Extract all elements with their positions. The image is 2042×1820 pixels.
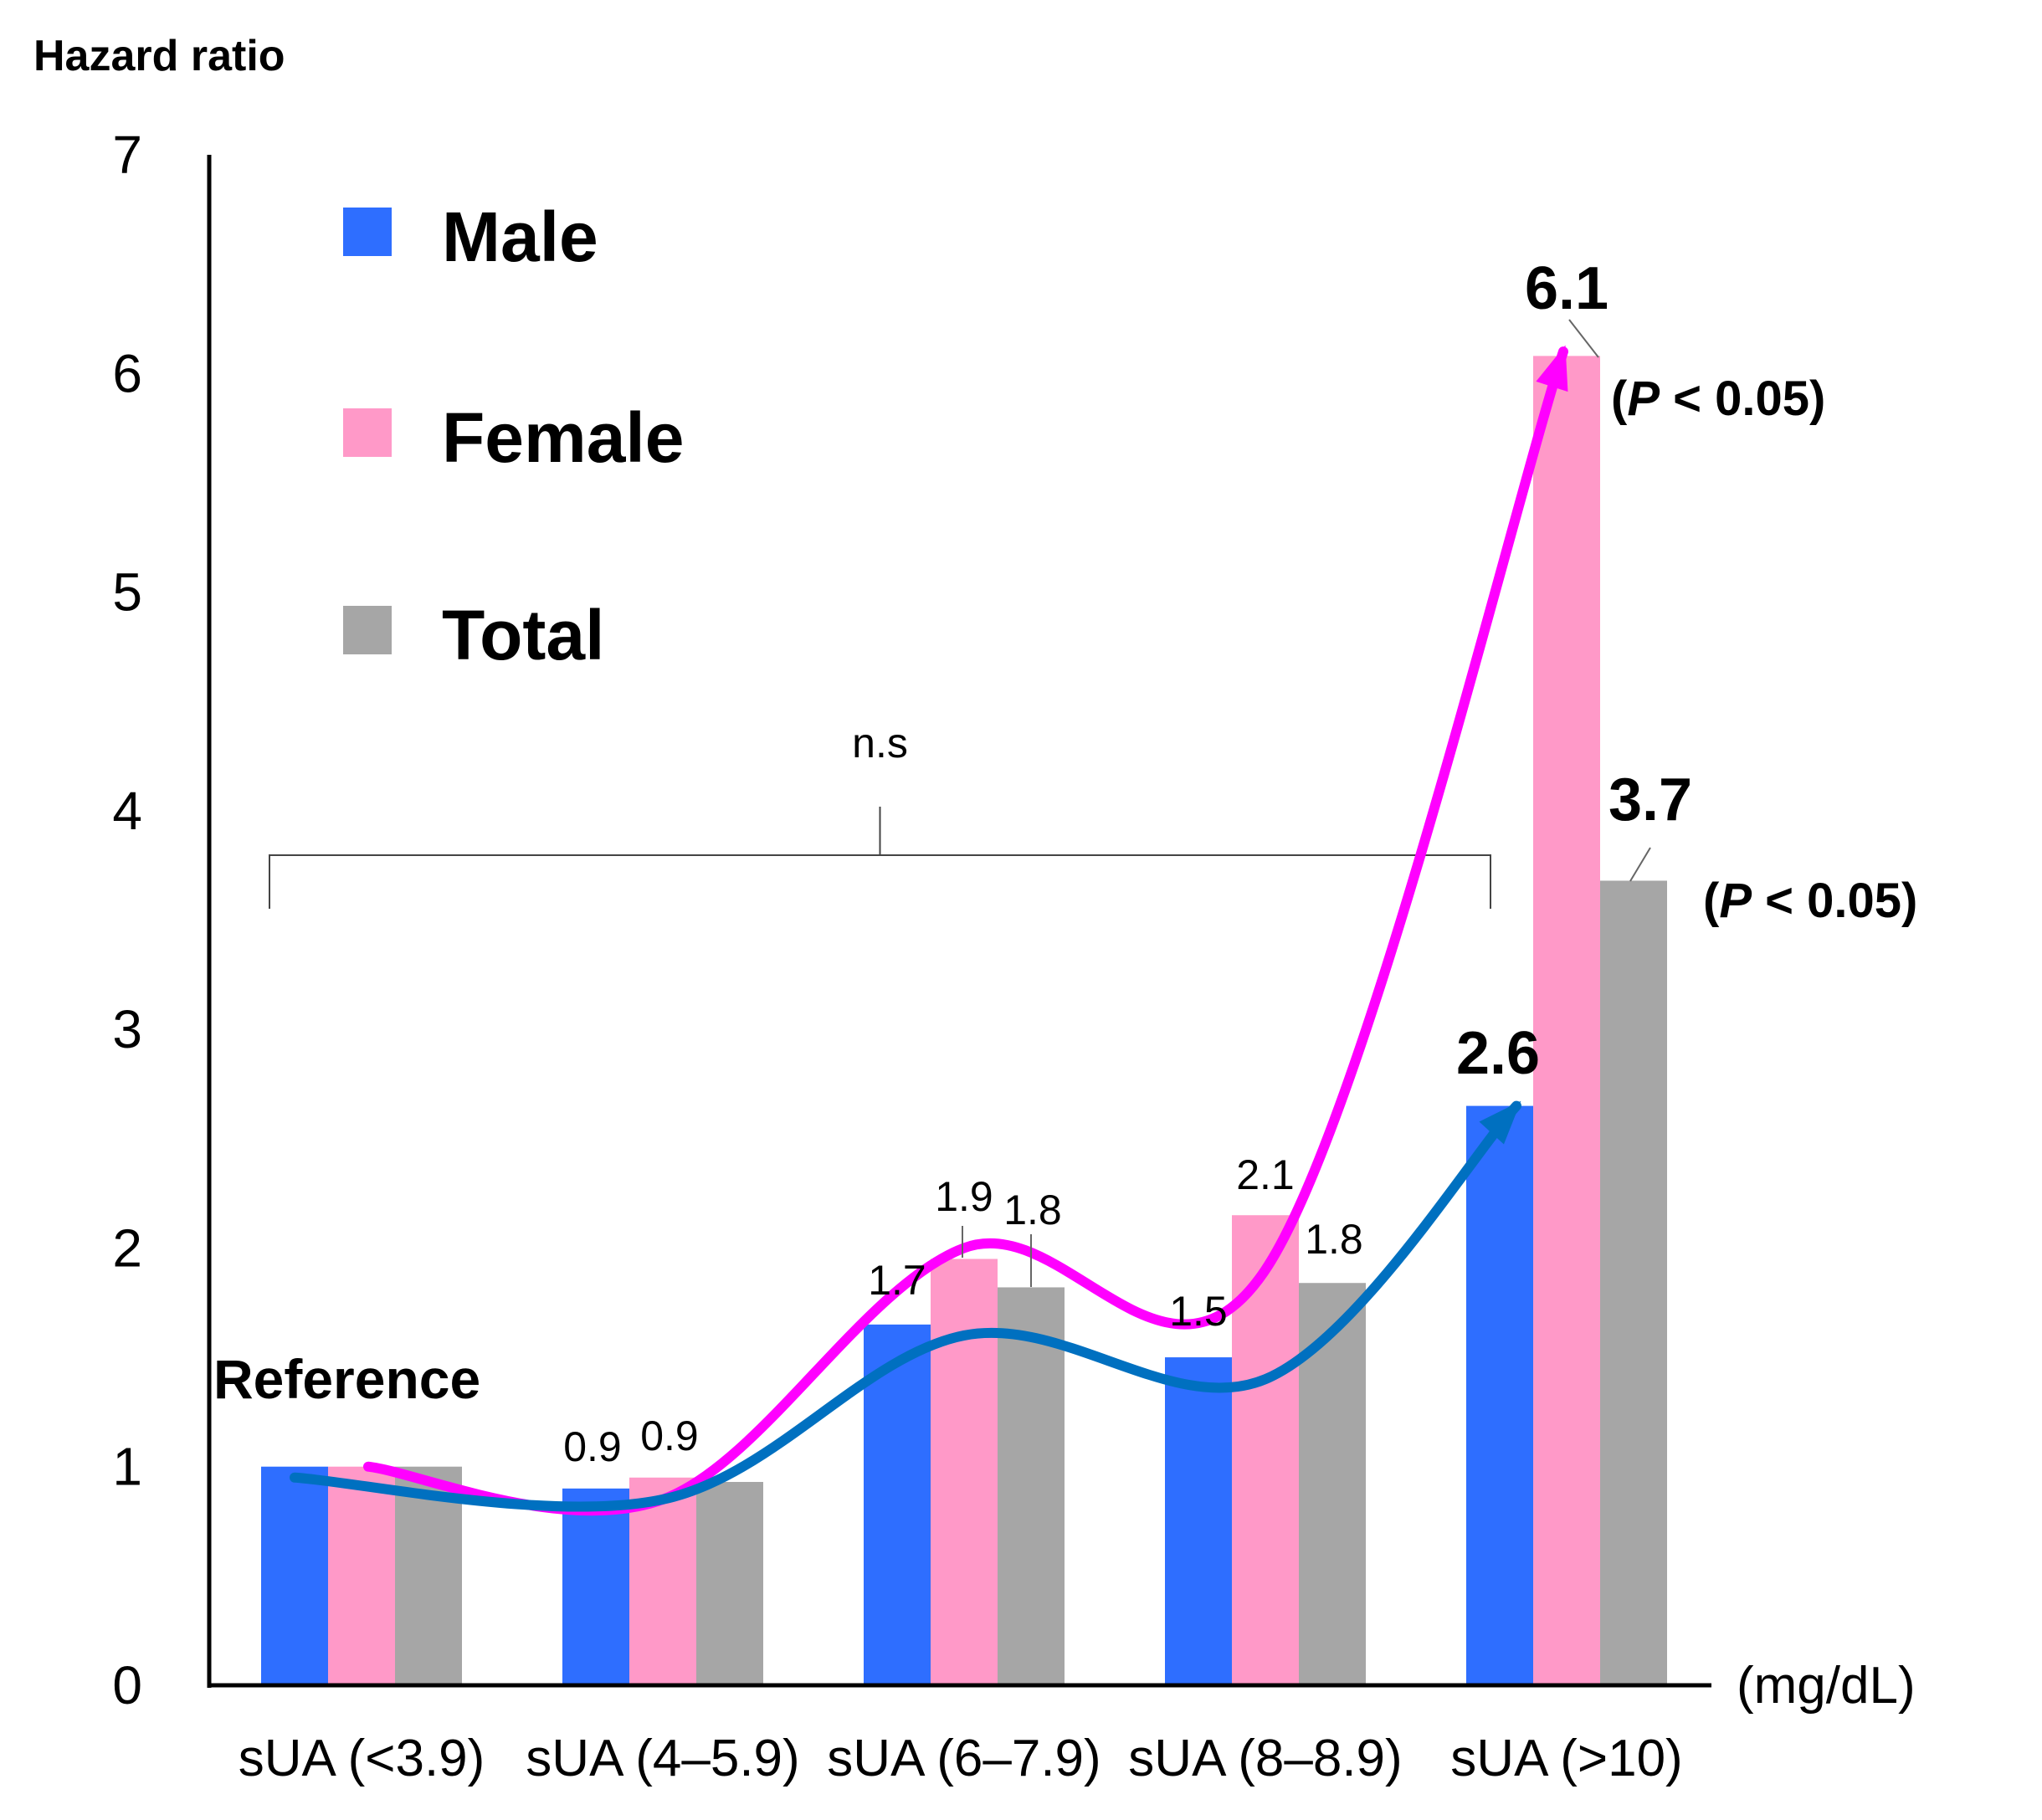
- y-tick-label: 0: [112, 1655, 142, 1715]
- data-label-ref: Reference: [213, 1348, 480, 1410]
- data-label-f3: 1.9: [935, 1173, 993, 1220]
- bar-female: [1232, 1215, 1299, 1685]
- data-label-m2: 0.9: [563, 1423, 622, 1470]
- p-symbol: P: [1627, 372, 1660, 426]
- bracket-line: [269, 807, 1491, 909]
- p-close: < 0.05): [1660, 372, 1825, 426]
- bar-female: [629, 1477, 696, 1685]
- p-close: < 0.05): [1752, 874, 1917, 928]
- bar-group: [261, 356, 1667, 1686]
- p-open: (: [1611, 372, 1628, 426]
- data-label-m5: 2.6: [1456, 1020, 1540, 1087]
- p-symbol: P: [1719, 874, 1752, 928]
- bracket-label: n.s: [852, 720, 908, 766]
- y-tick-label: 6: [112, 343, 142, 403]
- y-tick-label: 2: [112, 1218, 142, 1278]
- legend-swatch-total: [343, 606, 392, 654]
- data-label-m4: 1.5: [1169, 1288, 1228, 1335]
- data-label-f2: 0.9: [640, 1412, 699, 1459]
- bar-female: [1533, 356, 1600, 1686]
- y-tick-label: 5: [112, 562, 142, 623]
- bar-total: [696, 1482, 763, 1685]
- y-tick-label: 7: [112, 125, 142, 185]
- bar-total: [395, 1466, 462, 1685]
- bar-male: [1466, 1105, 1533, 1685]
- axes: [207, 155, 1711, 1688]
- y-tick-label: 1: [112, 1437, 142, 1497]
- bar-male: [261, 1466, 328, 1685]
- data-label-f5: 6.1: [1525, 255, 1608, 322]
- ns-bracket: n.s: [269, 720, 1491, 909]
- data-label-f4: 2.1: [1236, 1151, 1295, 1198]
- category-label: sUA (6–7.9): [827, 1730, 1101, 1787]
- data-label-t5: 3.7: [1608, 766, 1692, 833]
- bar-male: [562, 1488, 629, 1685]
- legend-label-total: Total: [442, 596, 604, 674]
- significance-annotations: (P < 0.05)(P < 0.05): [1611, 372, 1917, 928]
- bar-total: [998, 1287, 1065, 1685]
- bar-total: [1600, 880, 1667, 1685]
- category-label: sUA (>10): [1450, 1730, 1682, 1787]
- category-label: sUA (<3.9): [239, 1730, 485, 1787]
- data-label-m3: 1.7: [868, 1257, 926, 1304]
- legend-swatch-male: [343, 208, 392, 256]
- category-label: sUA (4–5.9): [526, 1730, 799, 1787]
- y-tick-labels: 0 1 2 3 4 5 6 7: [112, 125, 142, 1715]
- p-open: (: [1703, 874, 1720, 928]
- legend-swatch-female: [343, 408, 392, 457]
- legend-label-male: Male: [442, 197, 598, 276]
- bar-total: [1299, 1283, 1366, 1685]
- trend-arrowhead-female: [1536, 345, 1568, 392]
- data-label-t3: 1.8: [1003, 1187, 1062, 1233]
- x-axis-unit: (mg/dL): [1737, 1657, 1916, 1715]
- p-value-annotation: (P < 0.05): [1611, 372, 1825, 426]
- y-axis-title: Hazard ratio: [33, 32, 285, 80]
- bar-female: [328, 1466, 395, 1685]
- bar-male: [1165, 1357, 1232, 1685]
- legend-label-female: Female: [442, 398, 685, 477]
- bar-male: [864, 1324, 931, 1685]
- category-labels: sUA (<3.9) sUA (4–5.9) sUA (6–7.9) sUA (8–8…: [239, 1730, 1683, 1787]
- p-value-annotation: (P < 0.05): [1703, 874, 1917, 928]
- trend-arrowhead-male: [1479, 1100, 1521, 1145]
- bar-female: [931, 1259, 998, 1685]
- leader-line: [1629, 847, 1651, 882]
- leader-line: [1568, 319, 1599, 358]
- category-label: sUA (8–8.9): [1128, 1730, 1402, 1787]
- legend: Male Female Total: [343, 197, 685, 674]
- trend-line-male: [290, 1100, 1521, 1512]
- trend-lines: [290, 345, 1568, 1516]
- y-tick-label: 4: [112, 781, 142, 841]
- data-label-t4: 1.8: [1305, 1216, 1363, 1263]
- y-tick-label: 3: [112, 999, 142, 1059]
